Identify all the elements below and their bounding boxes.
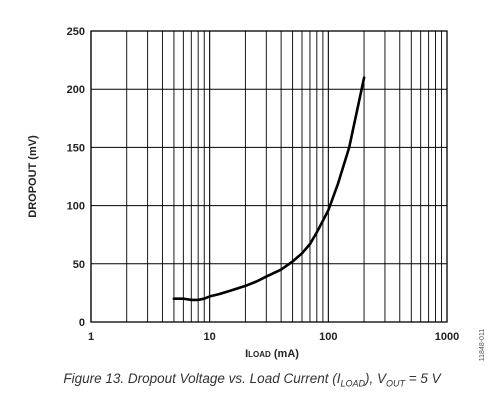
x-tick-label: 1000 — [435, 331, 459, 343]
figure-id: 11848-011 — [479, 329, 486, 362]
x-tick-label: 1 — [88, 331, 94, 343]
plot-grid — [90, 30, 447, 323]
y-tick-label: 200 — [67, 84, 85, 96]
dropout-chart: 0 50 100 150 200 250 1 10 100 1000 DROPOUT (mV) I… — [27, 26, 486, 362]
x-axis-label: ILOAD (mA) — [245, 348, 299, 360]
tick-labels: 0 50 100 150 200 250 1 10 100 1000 — [67, 26, 460, 343]
y-tick-label: 50 — [73, 259, 85, 271]
y-tick-label: 150 — [67, 142, 85, 154]
y-tick-label: 250 — [67, 26, 85, 38]
series-line — [172, 76, 366, 302]
x-tick-label: 10 — [204, 331, 216, 343]
y-axis-label: DROPOUT (mV) — [27, 135, 39, 218]
y-tick-label: 0 — [79, 317, 85, 329]
x-tick-label: 100 — [319, 331, 337, 343]
figure-caption: Figure 13. Dropout Voltage vs. Load Curr… — [63, 371, 441, 389]
plot-frame — [90, 30, 448, 323]
y-tick-label: 100 — [67, 201, 85, 213]
